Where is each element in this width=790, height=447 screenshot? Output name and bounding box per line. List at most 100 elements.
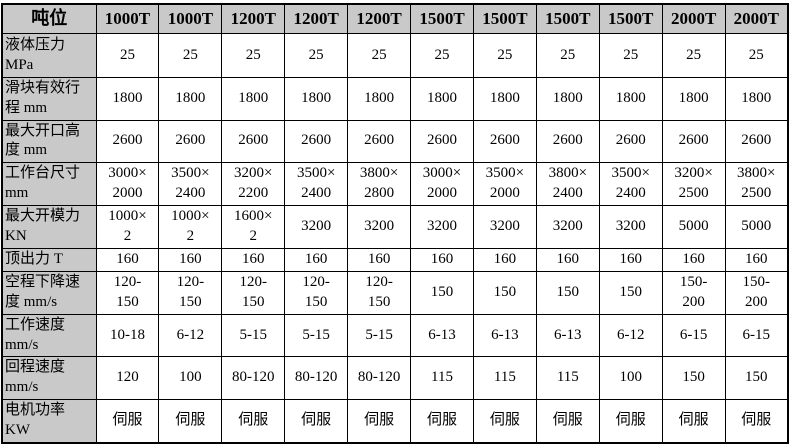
spec-cell: 3200 [347,204,412,249]
tonnage-column-header: 1200T [221,3,286,34]
spec-cell: 2600 [535,119,600,164]
spec-cell: 150- 200 [724,270,789,315]
row-label: 回程速度 mm/s [1,356,97,400]
row-label: 液体压力 MPa [1,33,97,78]
table-row: 工作速度 mm/s 10-18 6-12 5-15 5-15 5-15 6-13 6-13 6-… [1,313,789,358]
spec-cell: 120 [95,356,160,400]
spec-cell: 3200 [472,204,537,249]
spec-cell: 2600 [472,119,537,164]
table-row: 滑块有效行 程 mm 1800 1800 1800 1800 1800 1800 1800 18… [1,77,789,121]
row-label: 滑块有效行 程 mm [1,77,97,121]
spec-cell: 25 [221,33,286,78]
spec-cell: 115 [410,356,474,400]
spec-cell: 5-15 [221,313,286,358]
spec-cell: 1000× 2 [158,204,223,249]
tonnage-column-header: 1000T [158,3,223,34]
table-row: 最大开模力 KN 1000× 2 1000× 2 1600× 2 3200 3200 320… [1,204,789,249]
row-label: 最大开口高 度 mm [1,119,97,164]
spec-cell: 3800× 2500 [724,162,789,206]
spec-cell: 2600 [724,119,789,164]
spec-cell: 150- 200 [661,270,726,315]
spec-cell: 160 [158,247,223,272]
spec-cell: 160 [410,247,474,272]
table-body: 液体压力 MPa 25 25 25 25 25 25 25 25 25 25 25 滑块有效行 程 mm… [1,33,789,444]
spec-cell: 25 [661,33,726,78]
spec-cell: 6-12 [158,313,223,358]
spec-cell: 伺服 [661,398,726,444]
spec-cell: 1800 [347,77,412,121]
press-spec-table: 吨位 1000T 1000T 1200T 1200T 1200T 1500T 1500T 15… [1,3,789,444]
spec-cell: 6-13 [535,313,600,358]
spec-cell: 160 [284,247,349,272]
spec-cell: 1800 [598,77,663,121]
tonnage-corner-header: 吨位 [1,3,97,34]
spec-cell: 150 [598,270,663,315]
spec-cell: 2600 [221,119,286,164]
spec-cell: 6-12 [598,313,663,358]
spec-cell: 3500× 2000 [472,162,537,206]
table-row: 最大开口高 度 mm 2600 2600 2600 2600 2600 2600 2600 26… [1,119,789,164]
tonnage-column-header: 1000T [95,3,160,34]
spec-cell: 160 [472,247,537,272]
spec-cell: 3200 [410,204,474,249]
spec-cell: 2600 [284,119,349,164]
spec-cell: 6-15 [724,313,789,358]
spec-cell: 3000× 2000 [410,162,474,206]
spec-cell: 1000× 2 [95,204,160,249]
spec-cell: 3200 [535,204,600,249]
spec-cell: 100 [598,356,663,400]
spec-cell: 80-120 [284,356,349,400]
spec-cell: 伺服 [221,398,286,444]
spec-cell: 25 [410,33,474,78]
spec-cell: 25 [95,33,160,78]
tonnage-column-header: 1200T [284,3,349,34]
spec-cell: 伺服 [410,398,474,444]
spec-cell: 120- 150 [347,270,412,315]
spec-cell: 3500× 2400 [284,162,349,206]
tonnage-column-header: 1500T [535,3,600,34]
spec-cell: 1800 [158,77,223,121]
spec-cell: 160 [724,247,789,272]
tonnage-column-header: 1200T [347,3,412,34]
spec-cell: 25 [347,33,412,78]
spec-cell: 150 [661,356,726,400]
row-label: 工作速度 mm/s [1,313,97,358]
spec-cell: 5000 [724,204,789,249]
spec-cell: 25 [284,33,349,78]
spec-cell: 3800× 2800 [347,162,412,206]
spec-cell: 5000 [661,204,726,249]
spec-cell: 160 [347,247,412,272]
spec-cell: 160 [221,247,286,272]
spec-cell: 25 [598,33,663,78]
spec-cell: 2600 [661,119,726,164]
row-label: 工作台尺寸 mm [1,162,97,206]
spec-cell: 150 [410,270,474,315]
spec-cell: 伺服 [535,398,600,444]
spec-cell: 2600 [158,119,223,164]
spec-cell: 1600× 2 [221,204,286,249]
spec-cell: 2600 [598,119,663,164]
spec-cell: 25 [472,33,537,78]
spec-cell: 6-15 [661,313,726,358]
table-row: 回程速度 mm/s 120 100 80-120 80-120 80-120 115 115 1… [1,356,789,400]
row-label: 空程下降速 度 mm/s [1,270,97,315]
spec-cell: 25 [158,33,223,78]
spec-cell: 160 [535,247,600,272]
spec-cell: 1800 [472,77,537,121]
header-row: 吨位 1000T 1000T 1200T 1200T 1200T 1500T 1500T 15… [1,3,789,34]
spec-cell: 115 [535,356,600,400]
spec-cell: 150 [724,356,789,400]
spec-cell: 伺服 [598,398,663,444]
spec-cell: 伺服 [472,398,537,444]
spec-cell: 伺服 [347,398,412,444]
spec-cell: 120- 150 [221,270,286,315]
table-header: 吨位 1000T 1000T 1200T 1200T 1200T 1500T 1500T 15… [1,3,789,34]
spec-cell: 120- 150 [95,270,160,315]
spec-cell: 5-15 [284,313,349,358]
spec-cell: 2600 [95,119,160,164]
spec-cell: 2600 [347,119,412,164]
spec-cell: 2600 [410,119,474,164]
spec-cell: 160 [598,247,663,272]
spec-cell: 80-120 [221,356,286,400]
